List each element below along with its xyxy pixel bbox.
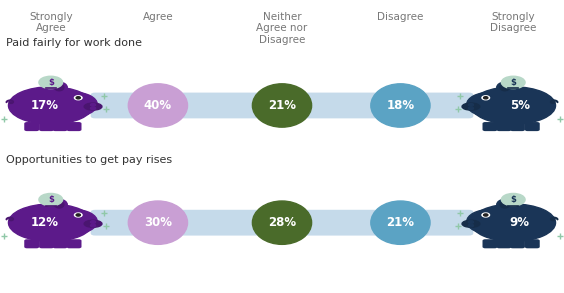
Text: $: $ bbox=[510, 195, 516, 204]
Text: Agree: Agree bbox=[143, 12, 173, 22]
Ellipse shape bbox=[51, 82, 67, 93]
Ellipse shape bbox=[84, 220, 102, 227]
Circle shape bbox=[39, 193, 63, 206]
FancyBboxPatch shape bbox=[496, 239, 512, 248]
Ellipse shape bbox=[8, 87, 93, 124]
Circle shape bbox=[74, 213, 82, 217]
Circle shape bbox=[74, 96, 82, 100]
Ellipse shape bbox=[51, 92, 98, 116]
Ellipse shape bbox=[500, 84, 509, 91]
Ellipse shape bbox=[497, 199, 513, 210]
Circle shape bbox=[468, 107, 474, 110]
FancyBboxPatch shape bbox=[39, 122, 54, 131]
Text: $: $ bbox=[48, 195, 54, 204]
Ellipse shape bbox=[471, 87, 556, 124]
Circle shape bbox=[484, 214, 488, 216]
Text: Disagree: Disagree bbox=[377, 12, 424, 22]
Circle shape bbox=[482, 213, 490, 217]
Circle shape bbox=[90, 107, 95, 110]
Circle shape bbox=[484, 97, 488, 99]
Circle shape bbox=[501, 193, 525, 206]
Text: Strongly
Agree: Strongly Agree bbox=[29, 12, 73, 33]
FancyBboxPatch shape bbox=[483, 239, 497, 248]
FancyBboxPatch shape bbox=[24, 122, 39, 131]
Text: 28%: 28% bbox=[268, 216, 296, 229]
Text: 12%: 12% bbox=[30, 216, 59, 229]
FancyBboxPatch shape bbox=[510, 239, 525, 248]
FancyBboxPatch shape bbox=[91, 210, 473, 236]
Ellipse shape bbox=[252, 84, 311, 127]
Ellipse shape bbox=[51, 199, 67, 210]
FancyBboxPatch shape bbox=[67, 122, 81, 131]
Text: 40%: 40% bbox=[144, 99, 172, 112]
Circle shape bbox=[468, 103, 474, 106]
Ellipse shape bbox=[129, 201, 187, 244]
Text: $: $ bbox=[510, 78, 516, 87]
Circle shape bbox=[90, 103, 95, 106]
Circle shape bbox=[468, 224, 474, 227]
Text: 21%: 21% bbox=[386, 216, 415, 229]
FancyBboxPatch shape bbox=[52, 239, 68, 248]
FancyBboxPatch shape bbox=[91, 93, 473, 118]
Ellipse shape bbox=[371, 84, 430, 127]
Ellipse shape bbox=[84, 103, 102, 110]
Circle shape bbox=[482, 96, 490, 100]
Text: 30%: 30% bbox=[144, 216, 172, 229]
Ellipse shape bbox=[462, 220, 480, 227]
Text: 9%: 9% bbox=[510, 216, 530, 229]
Text: 17%: 17% bbox=[30, 99, 59, 112]
Ellipse shape bbox=[55, 201, 64, 208]
Text: 21%: 21% bbox=[268, 99, 296, 112]
Ellipse shape bbox=[8, 204, 93, 241]
Ellipse shape bbox=[471, 204, 556, 241]
FancyBboxPatch shape bbox=[525, 239, 540, 248]
Ellipse shape bbox=[497, 82, 513, 93]
Ellipse shape bbox=[371, 201, 430, 244]
Circle shape bbox=[90, 224, 95, 227]
Ellipse shape bbox=[500, 201, 509, 208]
Text: Neither
Agree nor
Disagree: Neither Agree nor Disagree bbox=[257, 12, 307, 45]
Text: 5%: 5% bbox=[510, 99, 530, 112]
Ellipse shape bbox=[467, 209, 513, 234]
Circle shape bbox=[76, 214, 80, 216]
FancyBboxPatch shape bbox=[24, 239, 39, 248]
Ellipse shape bbox=[51, 209, 98, 234]
Ellipse shape bbox=[252, 201, 311, 244]
Text: Opportunities to get pay rises: Opportunities to get pay rises bbox=[6, 155, 172, 165]
Circle shape bbox=[468, 221, 474, 223]
FancyBboxPatch shape bbox=[39, 239, 54, 248]
FancyBboxPatch shape bbox=[67, 239, 81, 248]
Circle shape bbox=[90, 221, 95, 223]
FancyBboxPatch shape bbox=[52, 122, 68, 131]
FancyBboxPatch shape bbox=[496, 122, 512, 131]
Ellipse shape bbox=[467, 92, 513, 116]
FancyBboxPatch shape bbox=[510, 122, 525, 131]
FancyBboxPatch shape bbox=[483, 122, 497, 131]
Ellipse shape bbox=[129, 84, 187, 127]
Text: Paid fairly for work done: Paid fairly for work done bbox=[6, 38, 142, 48]
Circle shape bbox=[76, 97, 80, 99]
Ellipse shape bbox=[462, 103, 480, 110]
Text: 18%: 18% bbox=[386, 99, 415, 112]
Text: $: $ bbox=[48, 78, 54, 87]
Text: Strongly
Disagree: Strongly Disagree bbox=[490, 12, 536, 33]
Circle shape bbox=[501, 76, 525, 88]
Ellipse shape bbox=[55, 84, 64, 91]
FancyBboxPatch shape bbox=[525, 122, 540, 131]
Circle shape bbox=[39, 76, 63, 88]
